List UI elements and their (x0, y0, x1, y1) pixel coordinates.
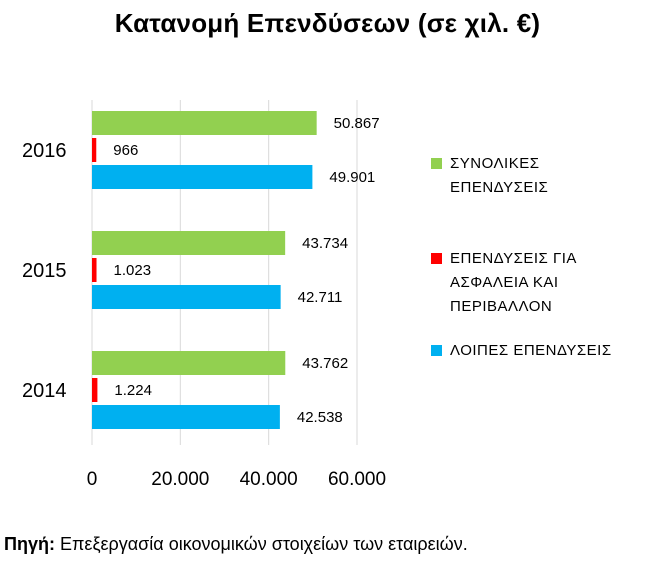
category-label: 2014 (22, 380, 67, 402)
legend-label: ΛΟΙΠΕΣ ΕΠΕΝΔΥΣΕΙΣ (450, 342, 612, 359)
x-tick-label: 60.000 (328, 469, 386, 490)
category-label: 2016 (22, 140, 67, 162)
bar (92, 405, 280, 429)
data-label: 966 (113, 142, 138, 159)
bar (92, 378, 98, 402)
category-labels: 2016 2015 2014 (22, 140, 67, 402)
bar (92, 138, 97, 162)
x-tick-label: 20.000 (151, 469, 209, 490)
data-label: 1.023 (114, 262, 152, 279)
legend-swatch (431, 158, 442, 169)
bar (92, 351, 286, 375)
legend-label: ΑΣΦΑΛΕΙΑ ΚΑΙ (450, 274, 559, 291)
source-label: Πηγή: (4, 534, 55, 554)
x-axis-tick-labels: 0 20.000 40.000 60.000 (87, 469, 386, 490)
legend-label: ΕΠΕΝΔΥΣΕΙΣ (450, 179, 548, 196)
legend: ΣΥΝΟΛΙΚΕΣ ΕΠΕΝΔΥΣΕΙΣ ΕΠΕΝΔΥΣΕΙΣ ΓΙΑ ΑΣΦΑΛΕΙ… (431, 155, 612, 359)
source-note: Πηγή: Επεξεργασία οικονομικών στοιχείων … (4, 534, 468, 555)
x-tick-label: 40.000 (240, 469, 298, 490)
bar-group (92, 111, 317, 429)
data-label: 42.711 (298, 289, 343, 306)
bar (92, 165, 313, 189)
data-label: 43.762 (302, 355, 348, 372)
bar-chart: 50.867 966 49.901 43.734 1.023 42.711 43.762 1.… (22, 100, 612, 490)
data-label: 43.734 (302, 235, 348, 252)
x-tick-label: 0 (87, 469, 98, 490)
legend-swatch (431, 253, 442, 264)
bar (92, 285, 281, 309)
data-label: 1.224 (114, 382, 152, 399)
legend-label: ΣΥΝΟΛΙΚΕΣ (450, 155, 539, 172)
legend-label: ΠΕΡΙΒΑΛΛΟΝ (450, 298, 552, 315)
bar (92, 111, 317, 135)
category-label: 2015 (22, 260, 67, 282)
legend-swatch (431, 345, 442, 356)
legend-label: ΕΠΕΝΔΥΣΕΙΣ ΓΙΑ (450, 250, 577, 267)
source-text: Επεξεργασία οικονομικών στοιχείων των ετ… (55, 534, 468, 554)
data-labels: 50.867 966 49.901 43.734 1.023 42.711 43.762 1.… (113, 115, 379, 426)
bar (92, 231, 286, 255)
data-label: 50.867 (334, 115, 380, 132)
data-label: 49.901 (329, 169, 375, 186)
chart-title: Κατανομή Επενδύσεων (σε χιλ. €) (114, 8, 541, 38)
data-label: 42.538 (297, 409, 343, 426)
bar (92, 258, 97, 282)
